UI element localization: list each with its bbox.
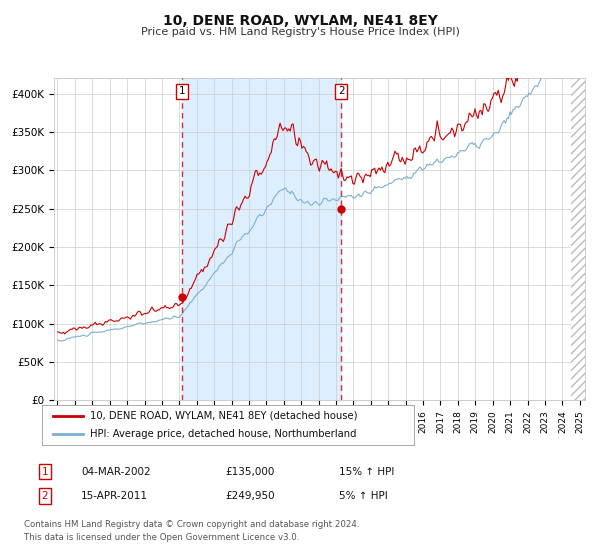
Text: 1: 1 — [41, 466, 49, 477]
Bar — [571, 78, 585, 400]
Text: 15-APR-2011: 15-APR-2011 — [81, 491, 148, 501]
Text: 2: 2 — [338, 86, 344, 96]
Text: HPI: Average price, detached house, Northumberland: HPI: Average price, detached house, Nort… — [91, 430, 357, 439]
Text: 04-MAR-2002: 04-MAR-2002 — [81, 466, 151, 477]
Text: 5% ↑ HPI: 5% ↑ HPI — [339, 491, 388, 501]
Text: £135,000: £135,000 — [225, 466, 274, 477]
Bar — [182, 78, 341, 400]
Text: 10, DENE ROAD, WYLAM, NE41 8EY: 10, DENE ROAD, WYLAM, NE41 8EY — [163, 14, 437, 28]
Text: 10, DENE ROAD, WYLAM, NE41 8EY (detached house): 10, DENE ROAD, WYLAM, NE41 8EY (detached… — [91, 411, 358, 421]
Text: £249,950: £249,950 — [225, 491, 275, 501]
Text: Price paid vs. HM Land Registry's House Price Index (HPI): Price paid vs. HM Land Registry's House … — [140, 27, 460, 37]
Text: 15% ↑ HPI: 15% ↑ HPI — [339, 466, 394, 477]
Text: This data is licensed under the Open Government Licence v3.0.: This data is licensed under the Open Gov… — [24, 533, 299, 542]
Bar — [571, 78, 585, 400]
Text: 1: 1 — [179, 86, 185, 96]
Text: Contains HM Land Registry data © Crown copyright and database right 2024.: Contains HM Land Registry data © Crown c… — [24, 520, 359, 529]
Text: 2: 2 — [41, 491, 49, 501]
